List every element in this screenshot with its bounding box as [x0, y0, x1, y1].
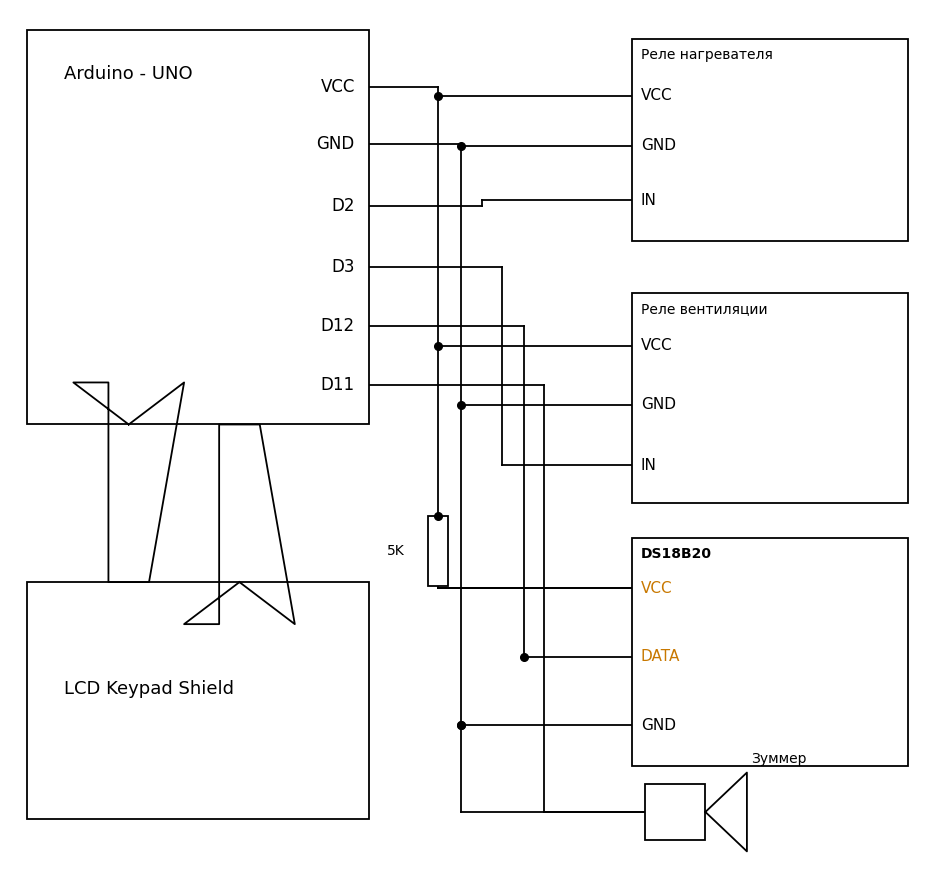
Text: GND: GND	[641, 139, 676, 154]
Text: Зуммер: Зуммер	[751, 752, 807, 766]
Text: 5K: 5K	[387, 545, 405, 559]
Bar	[631, 293, 909, 503]
Text: D2: D2	[331, 196, 355, 215]
Text: D11: D11	[320, 376, 355, 394]
Bar	[631, 39, 909, 240]
Text: VCC: VCC	[641, 581, 672, 596]
Text: GND: GND	[317, 135, 355, 153]
Text: IN: IN	[641, 193, 656, 208]
Text: VCC: VCC	[641, 88, 672, 103]
Text: DS18B20: DS18B20	[641, 547, 712, 561]
Text: Реле нагревателя: Реле нагревателя	[641, 48, 773, 62]
Bar	[27, 30, 369, 424]
Bar	[631, 538, 909, 766]
Text: GND: GND	[641, 397, 676, 412]
Text: LCD Keypad Shield: LCD Keypad Shield	[64, 680, 234, 697]
Text: VCC: VCC	[320, 79, 355, 96]
Text: Реле вентиляции: Реле вентиляции	[641, 302, 767, 316]
Text: GND: GND	[641, 718, 676, 733]
Text: DATA: DATA	[641, 649, 681, 664]
Bar	[645, 783, 706, 841]
Bar	[427, 516, 448, 586]
Text: D3: D3	[331, 258, 355, 276]
Text: IN: IN	[641, 458, 656, 473]
Bar	[27, 582, 369, 819]
Text: D12: D12	[320, 317, 355, 335]
Text: VCC: VCC	[641, 339, 672, 354]
Text: Arduino - UNO: Arduino - UNO	[64, 65, 193, 83]
